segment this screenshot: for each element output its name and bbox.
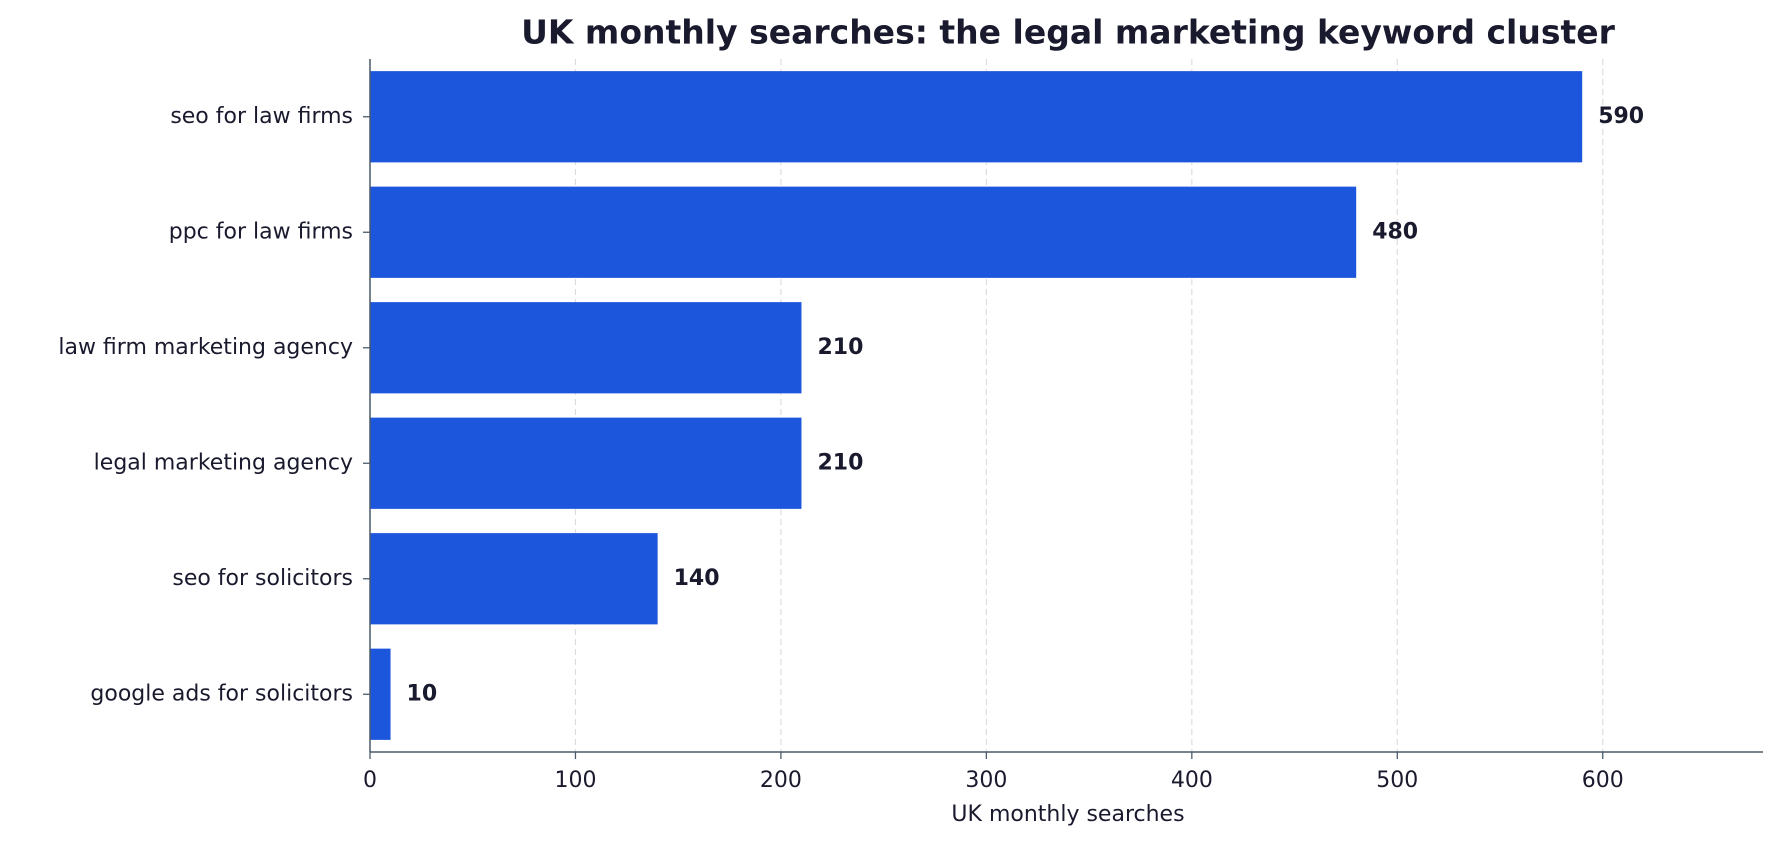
bar — [370, 186, 1357, 278]
chart-title: UK monthly searches: the legal marketing… — [521, 13, 1616, 52]
y-tick-label: legal marketing agency — [94, 450, 353, 475]
x-tick-label: 200 — [760, 768, 802, 793]
x-tick-label: 300 — [965, 768, 1007, 793]
bar — [370, 417, 802, 509]
value-label: 210 — [817, 450, 863, 475]
x-tick-label: 600 — [1582, 768, 1624, 793]
y-tick-label: seo for law firms — [170, 104, 353, 129]
bar — [370, 302, 802, 394]
y-tick-label: google ads for solicitors — [90, 681, 353, 706]
x-axis-label: UK monthly searches — [951, 802, 1184, 827]
bar — [370, 533, 658, 625]
value-label: 590 — [1598, 104, 1644, 129]
y-tick-label: ppc for law firms — [169, 219, 353, 244]
value-label: 10 — [407, 681, 438, 706]
x-tick-label: 100 — [554, 768, 596, 793]
bar — [370, 648, 391, 740]
bar — [370, 71, 1583, 163]
y-tick-label: law firm marketing agency — [58, 335, 353, 360]
x-tick-label: 500 — [1376, 768, 1418, 793]
x-tick-label: 0 — [363, 768, 377, 793]
value-label: 140 — [674, 566, 720, 591]
value-label: 210 — [817, 335, 863, 360]
value-label: 480 — [1372, 219, 1418, 244]
y-tick-label: seo for solicitors — [172, 566, 353, 591]
x-tick-label: 400 — [1171, 768, 1213, 793]
